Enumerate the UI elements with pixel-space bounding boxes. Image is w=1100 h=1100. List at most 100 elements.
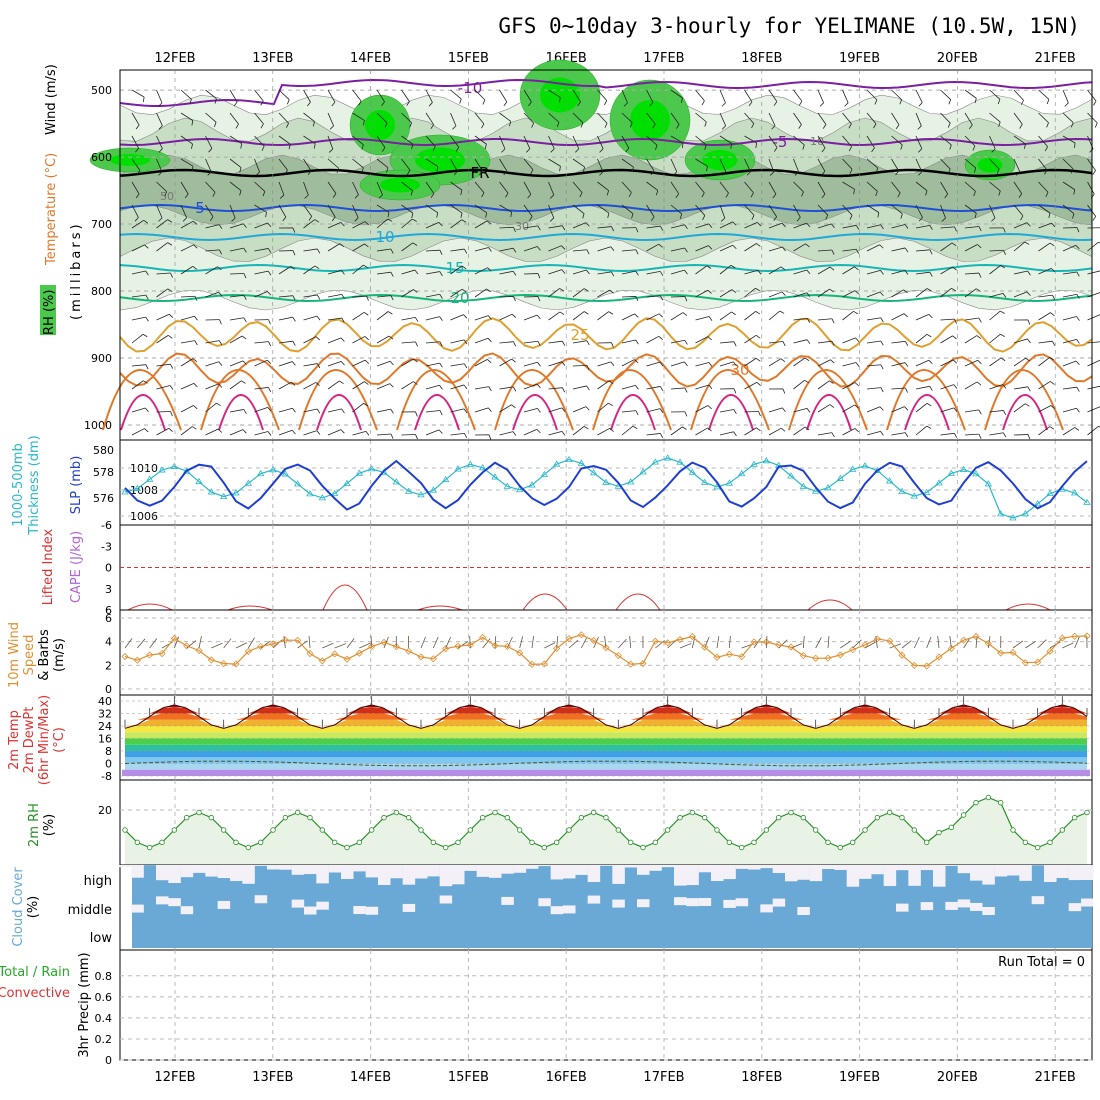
wind-barb [621, 249, 636, 252]
wind-barb [180, 181, 189, 195]
wind-barb [229, 429, 244, 436]
wind-barb [303, 265, 316, 275]
rh-marker [603, 814, 609, 821]
wind-barb [370, 635, 373, 649]
wind-barb [964, 433, 979, 436]
wind-barb-flag [411, 144, 414, 150]
wind-barb [303, 158, 312, 171]
ylabel-slp: SLP (mb) [69, 456, 84, 515]
wind-barb-flag [279, 194, 285, 199]
wind-barb [842, 382, 856, 390]
temp-tick: 8 [105, 745, 112, 758]
wind-barb-flag [207, 171, 212, 176]
wind-barb-flag [341, 294, 345, 299]
wind-barb [278, 340, 293, 344]
wind-barb [572, 340, 587, 344]
wind-barb [499, 313, 513, 321]
rh-marker [714, 827, 720, 833]
wind-barb [425, 293, 440, 298]
wind-barb-flag [290, 381, 296, 386]
wind-barb [901, 640, 912, 649]
wind-barb-flag [390, 433, 394, 439]
wind-barb-flag [830, 359, 835, 364]
wind-speed-marker [787, 643, 795, 651]
wind-barb-flag [631, 166, 634, 173]
wind-barb [793, 426, 806, 436]
wind-barb [205, 224, 220, 229]
wind-barb-flag [453, 170, 458, 176]
wind-barb-flag [536, 246, 541, 251]
wind-barb-flag [855, 337, 860, 342]
wind-barb-flag [855, 225, 860, 230]
wind-barb-flag [756, 427, 761, 432]
wind-barb-flag [997, 99, 1001, 105]
wind-barb-flag [512, 271, 517, 276]
wind-barb-flag [652, 123, 656, 129]
wind-barb [629, 636, 632, 649]
hot-contour [316, 394, 362, 431]
wind-barb-flag [879, 291, 884, 297]
rh-very-high-patch [365, 110, 395, 140]
wind-barb-flag [267, 407, 272, 412]
wind-barb [229, 409, 244, 413]
wind-barb-flag [158, 102, 163, 107]
wind-barb [1038, 340, 1053, 344]
cloud-high-gap [230, 865, 243, 881]
wind-barb-flag [577, 101, 581, 107]
wind-barb-flag [875, 167, 879, 173]
wind-barb-flag [559, 288, 565, 292]
wind-barb-flag [439, 316, 443, 321]
wind-barb [817, 404, 831, 413]
wind-barb [499, 431, 514, 436]
wind-barb-flag [917, 125, 922, 130]
cloud-middle-gap [131, 904, 144, 913]
wind-barb-flag [649, 102, 654, 107]
cloud-high-gap [674, 865, 687, 886]
wind-barb-flag [463, 363, 468, 369]
wind-barb [572, 204, 585, 214]
wind-speed-marker [688, 632, 696, 641]
wind-barb-flag [144, 244, 149, 249]
wind-barb-flag [660, 295, 664, 301]
wind-barb-flag [243, 247, 247, 253]
wind-barb [131, 220, 144, 229]
cloud-high-gap [526, 865, 539, 869]
cloud-middle-gap [563, 905, 576, 914]
temp-contour [119, 293, 1093, 303]
wind-barb-flag [682, 426, 687, 430]
wind-barb [695, 289, 708, 298]
wind-barb-flag [748, 101, 753, 107]
wind-barb [695, 316, 710, 321]
wind-barb-flag [168, 428, 173, 432]
wind-barb [523, 204, 533, 217]
wind-barb-flag [586, 340, 590, 346]
wind-barb-flag [583, 288, 589, 292]
wind-barb [604, 636, 607, 649]
wind-barb-flag [459, 98, 462, 104]
wind-barb [989, 357, 1002, 367]
wind-barb [359, 642, 371, 649]
cloud-high-gap [1044, 865, 1057, 882]
wind-barb [1087, 181, 1095, 195]
wind-barb [180, 204, 187, 218]
wind-barb-flag [463, 384, 468, 390]
cloud-middle-gap [1068, 903, 1082, 912]
rh-marker [183, 814, 190, 821]
rh-marker [615, 827, 622, 833]
wind-barb-flag [240, 143, 243, 149]
wind-barb [940, 89, 951, 100]
wind-barb-flag [233, 101, 238, 107]
temp-contour [119, 203, 1093, 213]
rh-marker [788, 809, 794, 816]
cloud-high-gap [735, 865, 749, 869]
wind-barb [842, 428, 856, 436]
wind-barb-flag [218, 361, 223, 366]
wind-barb-flag [769, 171, 775, 176]
wind-barb-flag [758, 411, 761, 417]
wind-barb [940, 407, 954, 413]
contour-label: 5 [195, 199, 205, 217]
wind-barb [793, 357, 806, 367]
wind-barb-flag [460, 212, 463, 218]
wind-barb-flag [904, 270, 909, 275]
wind-barb-flag [292, 316, 296, 322]
